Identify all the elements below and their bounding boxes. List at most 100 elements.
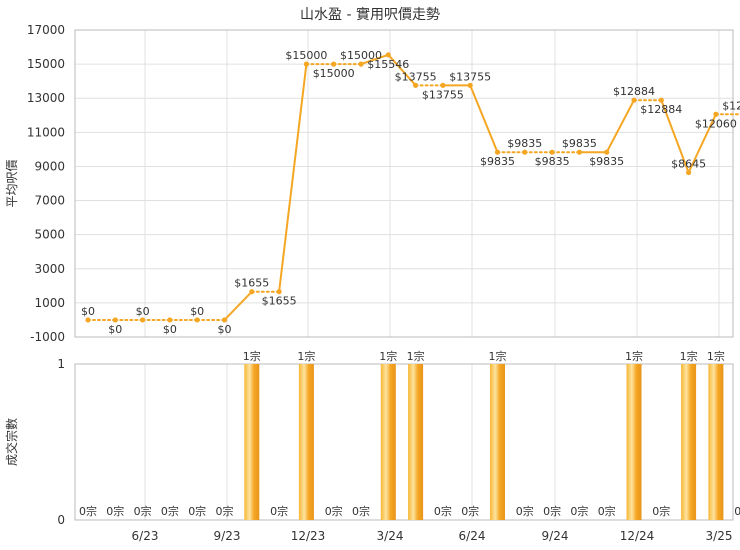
price-point xyxy=(331,61,337,67)
price-y-tick-label: 9000 xyxy=(34,159,65,173)
price-y-tick-label: 7000 xyxy=(34,194,65,208)
transaction-bar xyxy=(298,364,314,520)
x-tick-label: 3/24 xyxy=(377,529,404,543)
price-y-tick-label: 15000 xyxy=(27,57,65,71)
price-y-tick-label: 1000 xyxy=(34,296,65,310)
price-point xyxy=(604,149,610,155)
price-point-label: $9835 xyxy=(480,155,515,168)
price-line-segment xyxy=(469,84,499,154)
price-point xyxy=(713,111,719,117)
transaction-bar xyxy=(490,364,505,520)
price-point-label: $15000 xyxy=(285,49,327,62)
transaction-count-label: 0宗 xyxy=(188,504,206,518)
transaction-count-label: 0宗 xyxy=(161,504,179,518)
price-y-tick-label: -1000 xyxy=(30,330,65,344)
transaction-count-label: 0宗 xyxy=(598,504,616,518)
chart-title: 山水盈 - 實用呎價走勢 xyxy=(300,6,440,23)
transaction-count-label: 0宗 xyxy=(216,504,234,518)
transaction-bar xyxy=(408,364,424,520)
transaction-bar xyxy=(708,364,724,520)
bars-plot-frame xyxy=(74,363,734,521)
transaction-count-label: 1宗 xyxy=(707,349,725,363)
transaction-count-label: 0宗 xyxy=(734,504,740,518)
price-point-label: $13755 xyxy=(422,88,464,101)
transaction-count-label: 1宗 xyxy=(407,349,425,363)
price-point-label: $12060 xyxy=(722,99,740,112)
price-point xyxy=(112,317,118,323)
price-point-label: $9835 xyxy=(507,137,542,150)
bars-y-tick-label: 0 xyxy=(57,513,65,527)
price-point xyxy=(549,149,555,155)
price-point-label: $0 xyxy=(163,323,177,336)
price-point xyxy=(85,317,91,323)
transaction-count-label: 1宗 xyxy=(489,349,507,363)
price-y-tick-label: 11000 xyxy=(27,125,65,139)
price-point xyxy=(494,149,501,155)
price-point xyxy=(413,82,419,88)
transaction-bar-panel: 0 1 成交宗數 0宗 0宗 0宗 0宗 0宗 0宗 1宗 0宗 1宗 0宗 0宗 1宗 1宗 0宗 0宗 1宗 0宗… xyxy=(4,349,740,543)
transaction-count-label: 0宗 xyxy=(79,504,97,518)
price-point-label: $1655 xyxy=(262,295,297,308)
transaction-count-label: 1宗 xyxy=(379,349,397,363)
price-point-label: $9835 xyxy=(562,137,597,150)
price-point-label: $0 xyxy=(81,305,95,318)
price-point-label: $15000 xyxy=(313,67,355,80)
price-point-label: $9835 xyxy=(535,155,570,168)
price-point-label: $13755 xyxy=(395,70,437,83)
price-point xyxy=(249,289,255,295)
price-point-label: $12060 xyxy=(695,117,737,130)
price-point xyxy=(358,61,364,67)
price-point-label: $12884 xyxy=(640,103,682,116)
price-point-label: $8645 xyxy=(671,157,706,170)
transaction-count-label: 0宗 xyxy=(434,504,452,518)
transaction-count-label: 0宗 xyxy=(270,504,288,518)
transaction-count-label: 1宗 xyxy=(680,349,698,363)
price-line-panel: -1000 1000 3000 5000 7000 9000 11000 13000 15000… xyxy=(5,23,740,344)
price-line-segment xyxy=(360,53,390,66)
price-line-segment xyxy=(605,99,635,154)
transaction-count-label: 0宗 xyxy=(461,504,479,518)
price-point xyxy=(576,149,583,155)
price-y-tick-label: 13000 xyxy=(27,91,65,105)
price-point-label: $1655 xyxy=(234,277,269,290)
bars-y-axis-label: 成交宗數 xyxy=(4,418,19,466)
transaction-count-label: 0宗 xyxy=(134,504,152,518)
price-point xyxy=(140,317,146,323)
price-point xyxy=(167,317,173,323)
transaction-bar xyxy=(681,364,697,520)
price-point-label: $12884 xyxy=(613,85,655,98)
x-tick-label: 3/25 xyxy=(706,529,733,543)
price-y-tick-label: 5000 xyxy=(34,228,65,242)
price-line-segment xyxy=(660,99,690,174)
x-tick-label: 6/24 xyxy=(459,529,486,543)
price-point-label: $9835 xyxy=(589,155,624,168)
price-point xyxy=(522,149,528,155)
transaction-count-label: 0宗 xyxy=(516,504,534,518)
price-point xyxy=(631,97,637,103)
transaction-count-label: 1宗 xyxy=(297,349,315,363)
price-plot-frame xyxy=(74,29,734,338)
x-tick-label: 6/23 xyxy=(132,529,159,543)
price-y-tick-label: 3000 xyxy=(34,262,65,276)
price-point xyxy=(440,82,446,88)
price-point xyxy=(194,317,200,323)
transaction-count-label: 1宗 xyxy=(243,349,261,363)
transaction-count-label: 0宗 xyxy=(570,504,588,518)
price-point-label: $15546 xyxy=(367,58,409,71)
price-point-label: $0 xyxy=(136,305,150,318)
price-line-segment xyxy=(223,290,253,321)
price-point xyxy=(221,317,228,323)
price-line-segment xyxy=(387,53,417,87)
price-line-segment xyxy=(687,113,717,174)
price-point xyxy=(276,289,282,295)
price-point xyxy=(658,97,664,103)
price-y-axis-label: 平均呎價 xyxy=(5,159,19,207)
price-point-label: $15000 xyxy=(340,49,382,62)
transaction-count-label: 0宗 xyxy=(652,504,670,518)
x-tick-label: 12/23 xyxy=(291,529,326,543)
transaction-count-label: 0宗 xyxy=(106,504,124,518)
x-tick-label: 9/24 xyxy=(542,529,569,543)
transaction-count-label: 0宗 xyxy=(352,504,370,518)
transaction-bar xyxy=(380,364,396,520)
